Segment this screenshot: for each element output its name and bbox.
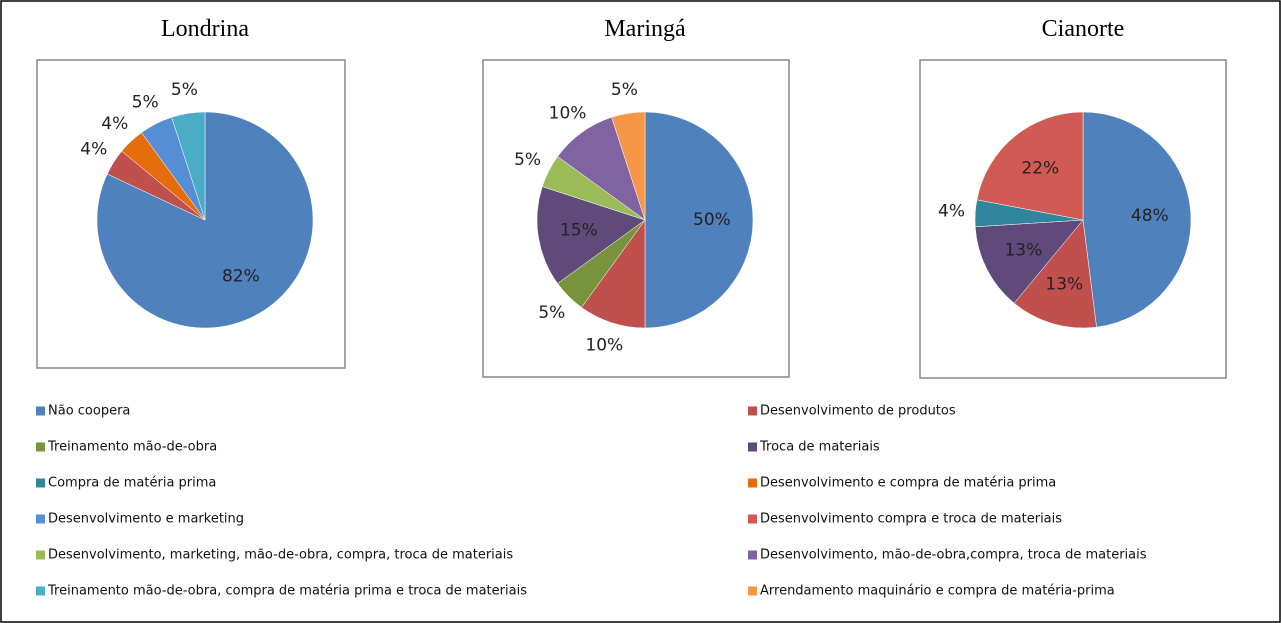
data-label: 82% (222, 267, 260, 287)
legend-swatch (748, 406, 757, 416)
chart-title: Londrina (161, 16, 249, 42)
legend-swatch (748, 442, 757, 452)
pie-slice (1082, 111, 1192, 328)
data-label: 48% (1131, 206, 1169, 226)
legend-swatch (36, 478, 45, 488)
legend-swatch (36, 442, 45, 452)
data-label: 5% (514, 150, 541, 170)
data-label: 5% (171, 80, 198, 100)
legend-label: Desenvolvimento e compra de matéria prim… (760, 476, 1056, 491)
legend-label: Desenvolvimento de produtos (760, 404, 956, 419)
legend-swatch (748, 586, 757, 596)
data-label: 15% (560, 220, 598, 240)
data-label: 10% (585, 335, 623, 355)
legend-label: Desenvolvimento e marketing (48, 512, 244, 527)
legend-swatch (36, 586, 45, 596)
pie-slice (976, 111, 1084, 221)
data-label: 5% (538, 303, 565, 323)
chart-title: Maringá (604, 16, 686, 42)
data-label: 4% (101, 114, 128, 134)
legend-label: Treinamento mão-de-obra (47, 440, 217, 455)
legend-swatch (36, 514, 45, 524)
data-label: 13% (1045, 274, 1083, 294)
legend-swatch (748, 514, 757, 524)
chart-title: Cianorte (1042, 16, 1125, 42)
legend-label: Desenvolvimento, marketing, mão-de-obra,… (48, 548, 513, 563)
legend-label: Desenvolvimento compra e troca de materi… (760, 512, 1062, 527)
legend-label: Não coopera (48, 404, 130, 419)
legend-label: Troca de materiais (759, 440, 880, 455)
data-label: 5% (611, 80, 638, 100)
legend-label: Treinamento mão-de-obra, compra de matér… (47, 584, 527, 599)
legend-label: Arrendamento maquinário e compra de maté… (760, 584, 1115, 599)
legend-swatch (36, 550, 45, 560)
data-label: 22% (1021, 158, 1059, 178)
legend-swatch (36, 406, 45, 416)
legend-label: Compra de matéria prima (48, 476, 216, 491)
pie-slice (644, 111, 754, 329)
pie-slice (611, 111, 646, 221)
data-label: 5% (132, 93, 159, 113)
data-label: 10% (549, 103, 587, 123)
data-label: 4% (938, 202, 965, 222)
legend-swatch (748, 550, 757, 560)
data-label: 13% (1004, 240, 1042, 260)
pie-slice (1013, 219, 1097, 329)
pie-slice (974, 219, 1084, 304)
pie-slice (536, 186, 646, 284)
pie-slice (171, 111, 206, 221)
data-label: 50% (693, 210, 731, 230)
legend-label: Desenvolvimento, mão-de-obra,compra, tro… (760, 548, 1147, 563)
legend-swatch (748, 478, 757, 488)
data-label: 4% (80, 139, 107, 159)
